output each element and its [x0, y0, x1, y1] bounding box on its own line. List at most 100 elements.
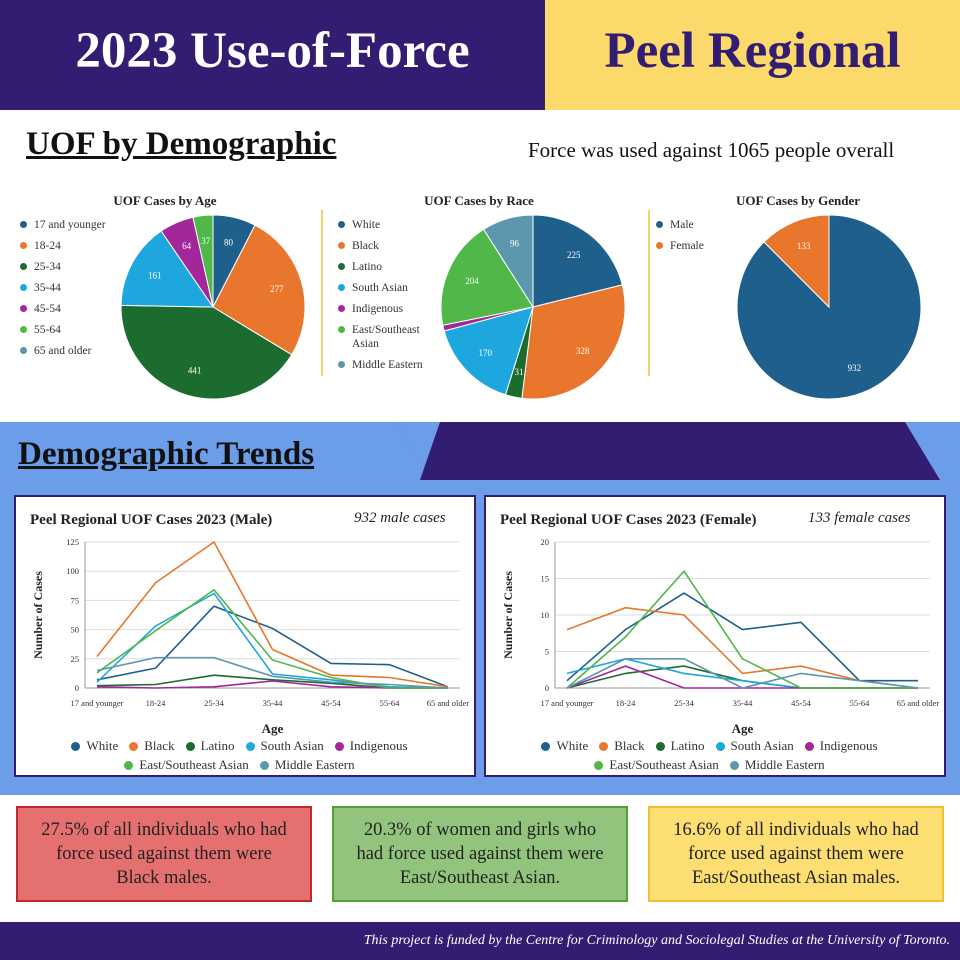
legend-label: East/Southeast Asian: [352, 324, 420, 350]
legend-dot: [334, 741, 344, 751]
legend-label: Male: [670, 219, 694, 231]
legend-label: 65 and older: [34, 345, 92, 357]
series-line-east-southeast-asian: [566, 569, 918, 689]
y-tick-label: 100: [66, 566, 79, 576]
y-tick-label: 15: [541, 574, 550, 584]
legend-item-middle-eastern: Middle Eastern: [259, 757, 355, 773]
stat-line: East/Southeast Asian.: [399, 868, 561, 888]
legend-dot: [541, 741, 551, 751]
age-pie-title: UOF Cases by Age: [113, 193, 217, 208]
stat-line: 20.3% of women and girls who: [363, 820, 597, 840]
female-legend: White Black Latino South Asian Indigenous Eas…: [490, 738, 940, 773]
legend-label: Black: [144, 738, 175, 753]
pie-value-label: 932: [848, 363, 862, 373]
legend-item-black: Black: [338, 239, 438, 253]
x-tick-label: 25-34: [674, 698, 695, 708]
pie-slice-18-24: [212, 224, 306, 356]
footer-band: [0, 922, 960, 960]
pie-slice-middle-eastern: [482, 214, 534, 309]
legend-dot: [338, 305, 345, 312]
legend-item-south-asian: South Asian: [715, 738, 794, 754]
x-tick-label: 55-64: [380, 698, 401, 708]
legend-label: South Asian: [260, 738, 324, 753]
page-subtitle: Peel Regional: [604, 23, 901, 79]
legend-item-south-asian: South Asian: [338, 281, 438, 295]
demographic-section-title: UOF by Demographic: [26, 126, 337, 162]
legend-item-white: White: [541, 738, 588, 754]
header-right-band: [545, 0, 960, 110]
gender-pie-title: UOF Cases by Gender: [735, 193, 861, 208]
legend-item-indigenous: Indigenous: [338, 302, 438, 316]
legend-dot: [729, 760, 739, 770]
female-chart-title: Peel Regional UOF Cases 2023 (Female): [500, 512, 757, 528]
stat-line: 16.6% of all individuals who had: [673, 820, 919, 840]
legend-item-black: Black: [129, 738, 175, 754]
legend-item-55-64: 55-64: [20, 323, 130, 337]
y-axis-label: Number of Cases: [501, 571, 515, 659]
male-chart-title: Peel Regional UOF Cases 2023 (Male): [30, 512, 273, 528]
legend-item-east-southeast-asian: East/Southeast Asian: [594, 757, 719, 773]
legend-dot: [338, 263, 345, 270]
legend-label: Female: [670, 240, 704, 252]
header-left-band: [0, 0, 545, 110]
pie-value-label: 133: [797, 241, 811, 251]
stat-box-women-east-asian: 20.3% of women and girls who had force u…: [332, 806, 628, 902]
pie-slice-east-southeast-asian: [440, 228, 534, 326]
legend-label: Black: [352, 240, 379, 252]
pie-value-label: 441: [188, 366, 202, 376]
series-line-white: [96, 605, 449, 688]
legend-dot: [20, 305, 27, 312]
legend-item-male: Male: [656, 218, 726, 232]
stat-line: Black males.: [116, 868, 212, 888]
legend-label: 35-44: [34, 282, 61, 294]
y-tick-label: 20: [541, 537, 550, 547]
legend-item-65-and-older: 65 and older: [20, 344, 130, 358]
pie-slice-25-34: [120, 304, 293, 400]
stat-box-east-asian-males: 16.6% of all individuals who had force u…: [648, 806, 944, 902]
trends-dark-banner: [420, 422, 940, 480]
legend-item-east-southeast-asian: East/Southeast Asian: [124, 757, 249, 773]
legend-label: Latino: [670, 738, 705, 753]
legend-item-middle-eastern: Middle Eastern: [338, 358, 438, 372]
age-pie-chart: 80 277 441 161 64 37: [120, 214, 306, 400]
legend-item-indigenous: Indigenous: [334, 738, 408, 754]
x-axis-label: Age: [262, 721, 284, 736]
male-chart-note: 932 male cases: [354, 510, 446, 526]
series-line-middle-eastern: [566, 658, 919, 689]
pie-value-label: 170: [478, 348, 492, 358]
legend-item-white: White: [338, 218, 438, 232]
trends-section-title: Demographic Trends: [18, 436, 315, 472]
legend-dot: [338, 221, 345, 228]
legend-item-middle-eastern: Middle Eastern: [729, 757, 825, 773]
legend-dot: [20, 242, 27, 249]
legend-item-18-24: 18-24: [20, 239, 130, 253]
pie-slice-female: [763, 214, 830, 309]
legend-dot: [20, 326, 27, 333]
pie-slice-white: [532, 214, 623, 308]
legend-dot: [599, 741, 609, 751]
separator-2: [648, 210, 650, 376]
trends-title-tab: [0, 422, 430, 480]
series-line-south-asian: [96, 592, 449, 689]
legend-label: 17 and younger: [34, 219, 106, 231]
series-line-black: [566, 606, 919, 689]
legend-item-black: Black: [599, 738, 645, 754]
race-pie-legend: White Black Latino South Asian Indigenous Eas…: [338, 218, 438, 379]
legend-label: White: [352, 219, 381, 231]
legend-dot: [20, 221, 27, 228]
legend-item-35-44: 35-44: [20, 281, 130, 295]
y-tick-label: 10: [541, 610, 550, 620]
legend-label: Indigenous: [819, 738, 878, 753]
legend-label: Latino: [352, 261, 383, 273]
legend-dot: [185, 741, 195, 751]
pie-value-label: 31: [515, 367, 524, 377]
pie-slice-black: [521, 284, 626, 400]
legend-row: White Black Latino South Asian Indigenous: [490, 738, 940, 754]
legend-dot: [20, 347, 27, 354]
x-tick-label: 35-44: [263, 698, 284, 708]
pie-slice-south-asian: [443, 306, 534, 396]
legend-label: South Asian: [730, 738, 794, 753]
x-tick-label: 35-44: [733, 698, 754, 708]
legend-label: Middle Eastern: [352, 359, 423, 371]
series-line-indigenous: [566, 665, 918, 689]
